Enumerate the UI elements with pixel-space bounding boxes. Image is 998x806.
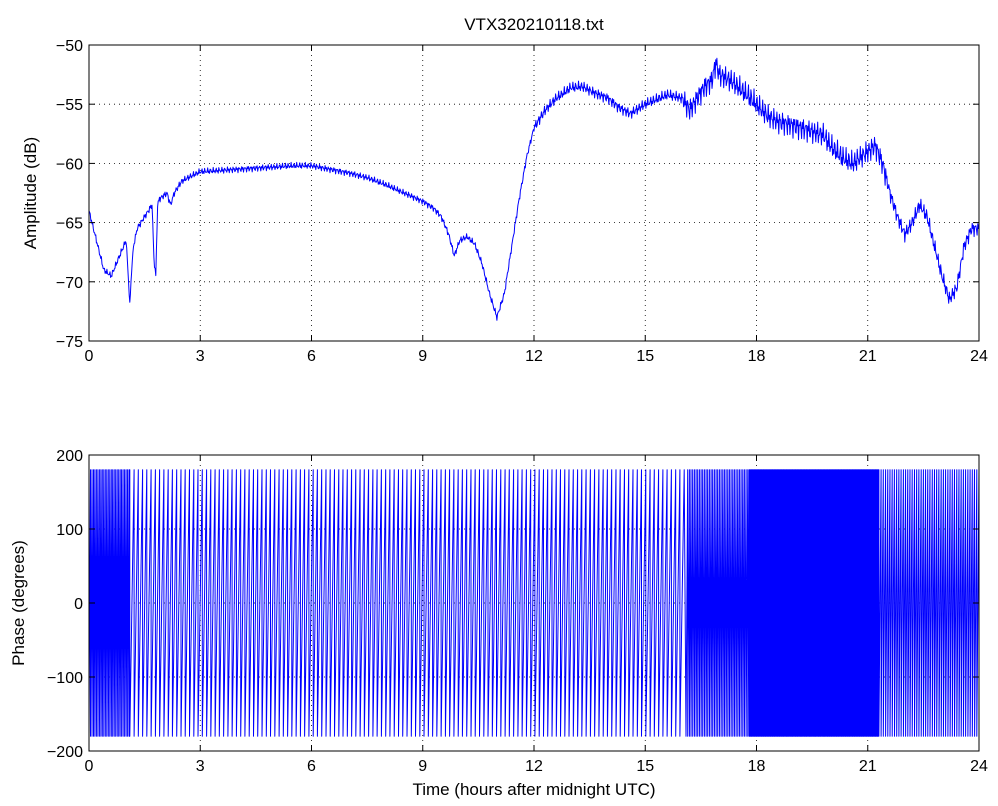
phase-ytick-label: 100 bbox=[56, 522, 83, 539]
phase-xlabel: Time (hours after midnight UTC) bbox=[412, 780, 655, 799]
phase-xtick-label: 18 bbox=[748, 758, 766, 775]
amplitude-ytick-label: −75 bbox=[56, 334, 83, 351]
phase-ytick-label: 200 bbox=[56, 448, 83, 465]
phase-ytick-label: 0 bbox=[74, 596, 83, 613]
amplitude-xtick-label: 9 bbox=[418, 348, 427, 365]
phase-xtick-label: 12 bbox=[525, 758, 543, 775]
phase-ytick-label: −200 bbox=[47, 744, 83, 761]
phase-xtick-label: 3 bbox=[196, 758, 205, 775]
phase-panel: 0 3 6 9 12 15 18 21 24 −200 −100 0 100 200 Phase (degr… bbox=[9, 448, 988, 799]
amplitude-ytick-label: −65 bbox=[56, 216, 83, 233]
amplitude-series-line bbox=[89, 57, 979, 321]
amplitude-ytick-label: −70 bbox=[56, 275, 83, 292]
phase-xtick-label: 21 bbox=[859, 758, 877, 775]
phase-ytick-label: −100 bbox=[47, 670, 83, 687]
phase-xtick-label: 24 bbox=[970, 758, 988, 775]
phase-series-line bbox=[89, 469, 979, 737]
amplitude-ytick-label: −50 bbox=[56, 38, 83, 55]
amplitude-xtick-label: 6 bbox=[307, 348, 316, 365]
phase-ylabel: Phase (degrees) bbox=[9, 540, 28, 666]
amplitude-xtick-label: 0 bbox=[85, 348, 94, 365]
amplitude-xtick-label: 3 bbox=[196, 348, 205, 365]
phase-xtick-label: 15 bbox=[636, 758, 654, 775]
amplitude-xtick-label: 12 bbox=[525, 348, 543, 365]
amplitude-xtick-label: 18 bbox=[748, 348, 766, 365]
phase-xtick-label: 0 bbox=[85, 758, 94, 775]
amplitude-ylabel: Amplitude (dB) bbox=[21, 137, 40, 249]
phase-xtick-label: 9 bbox=[418, 758, 427, 775]
amplitude-panel: 0 3 6 9 12 15 18 21 24 −75 −70 −65 −60 −55 −50 Amplitud… bbox=[21, 38, 988, 365]
figure-title: VTX320210118.txt bbox=[464, 15, 604, 34]
amplitude-xtick-label: 24 bbox=[970, 348, 988, 365]
amplitude-xtick-label: 15 bbox=[636, 348, 654, 365]
amplitude-ytick-label: −60 bbox=[56, 156, 83, 173]
phase-xtick-label: 6 bbox=[307, 758, 316, 775]
amplitude-xtick-label: 21 bbox=[859, 348, 877, 365]
amplitude-ytick-label: −55 bbox=[56, 97, 83, 114]
